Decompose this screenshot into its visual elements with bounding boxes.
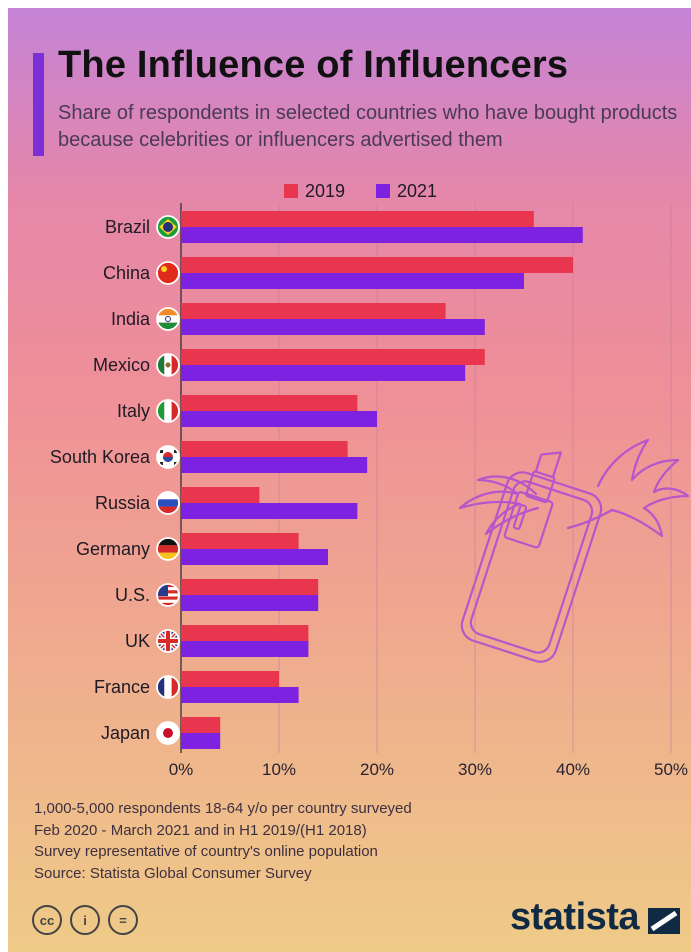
france-flag-icon <box>156 675 180 699</box>
x-tick-label: 30% <box>458 760 492 779</box>
uk-flag-icon <box>156 629 180 653</box>
bar-2021 <box>181 503 358 519</box>
category-label: South Korea <box>50 447 151 467</box>
license-icons: cc i = <box>32 905 138 935</box>
footnote-respondents: 1,000-5,000 respondents 18-64 y/o per co… <box>34 800 412 817</box>
legend-label-2021: 2021 <box>397 181 437 201</box>
italy-flag-icon <box>156 399 180 423</box>
category-label: UK <box>125 631 150 651</box>
phone-palm-illustration <box>458 438 690 663</box>
bar-2021 <box>181 457 368 473</box>
category-labels: Brazil China India Mexico Italy South Korea Ru… <box>50 217 151 743</box>
statista-logo[interactable]: statista <box>510 896 640 938</box>
flags <box>156 215 180 745</box>
china-flag-icon <box>156 261 180 285</box>
gridlines <box>180 203 672 753</box>
bar-2021 <box>181 641 309 657</box>
bar-2021 <box>181 595 319 611</box>
statista-logo-mark-icon <box>648 908 680 934</box>
chart-subtitle: Share of respondents in selected countri… <box>58 102 678 151</box>
india-flag-icon <box>156 307 180 331</box>
brazil-flag-icon <box>156 215 180 239</box>
bar-2019 <box>181 211 534 227</box>
footnote-source: Source: Statista Global Consumer Survey <box>34 864 312 882</box>
bar-2019 <box>181 395 358 411</box>
footnotes: 1,000-5,000 respondents 18-64 y/o per co… <box>34 798 412 884</box>
category-label: China <box>103 263 151 283</box>
footnote-representative: Survey representative of country's onlin… <box>34 843 378 860</box>
bar-2019 <box>181 579 319 595</box>
legend-label-2019: 2019 <box>305 181 345 201</box>
x-tick-label: 0% <box>169 760 194 779</box>
bar-2019 <box>181 257 573 273</box>
x-tick-label: 20% <box>360 760 394 779</box>
bar-2021 <box>181 733 221 749</box>
bar-2021 <box>181 687 299 703</box>
category-label: Italy <box>117 401 150 421</box>
bar-2021 <box>181 365 466 381</box>
legend: 2019 2021 <box>284 181 437 201</box>
bar-2019 <box>181 487 260 503</box>
no-derivatives-icon[interactable]: = <box>108 905 138 935</box>
bar-2021 <box>181 411 377 427</box>
bar-2019 <box>181 625 309 641</box>
bar-2019 <box>181 441 348 457</box>
chart-title: The Influence of Influencers <box>58 44 569 86</box>
attribution-icon[interactable]: i <box>70 905 100 935</box>
germany-flag-icon <box>156 537 180 561</box>
category-label: Mexico <box>93 355 150 375</box>
category-label: Brazil <box>105 217 150 237</box>
legend-swatch-2021 <box>376 184 390 198</box>
footnote-period: Feb 2020 - March 2021 and in H1 2019/(H1… <box>34 821 367 839</box>
category-label: Japan <box>101 723 150 743</box>
x-tick-label: 50% <box>654 760 688 779</box>
x-axis-ticks: 0% 10% 20% 30% 40% 50% <box>169 760 688 779</box>
bar-2019 <box>181 717 221 733</box>
bar-2021 <box>181 227 583 243</box>
bar-2021 <box>181 273 524 289</box>
bar-2021 <box>181 549 328 565</box>
category-label: India <box>111 309 151 329</box>
x-tick-label: 40% <box>556 760 590 779</box>
bar-2019 <box>181 533 299 549</box>
category-label: U.S. <box>115 585 150 605</box>
category-label: Russia <box>95 493 151 513</box>
bar-2019 <box>181 671 279 687</box>
japan-flag-icon <box>156 721 180 745</box>
south-korea-flag-icon <box>156 445 180 469</box>
category-label: Germany <box>76 539 150 559</box>
bar-2021 <box>181 319 485 335</box>
category-label: France <box>94 677 150 697</box>
us-flag-icon <box>156 583 180 607</box>
russia-flag-icon <box>156 491 180 515</box>
bar-chart: Brazil China India Mexico Italy South Korea Ru… <box>50 181 690 779</box>
cc-icon[interactable]: cc <box>32 905 62 935</box>
infographic-card: The Influence of Influencers Share of re… <box>8 8 691 952</box>
bar-2019 <box>181 349 485 365</box>
mexico-flag-icon <box>156 353 180 377</box>
legend-swatch-2019 <box>284 184 298 198</box>
bars <box>181 211 583 749</box>
bar-2019 <box>181 303 446 319</box>
title-accent-bar <box>33 53 44 156</box>
x-tick-label: 10% <box>262 760 296 779</box>
